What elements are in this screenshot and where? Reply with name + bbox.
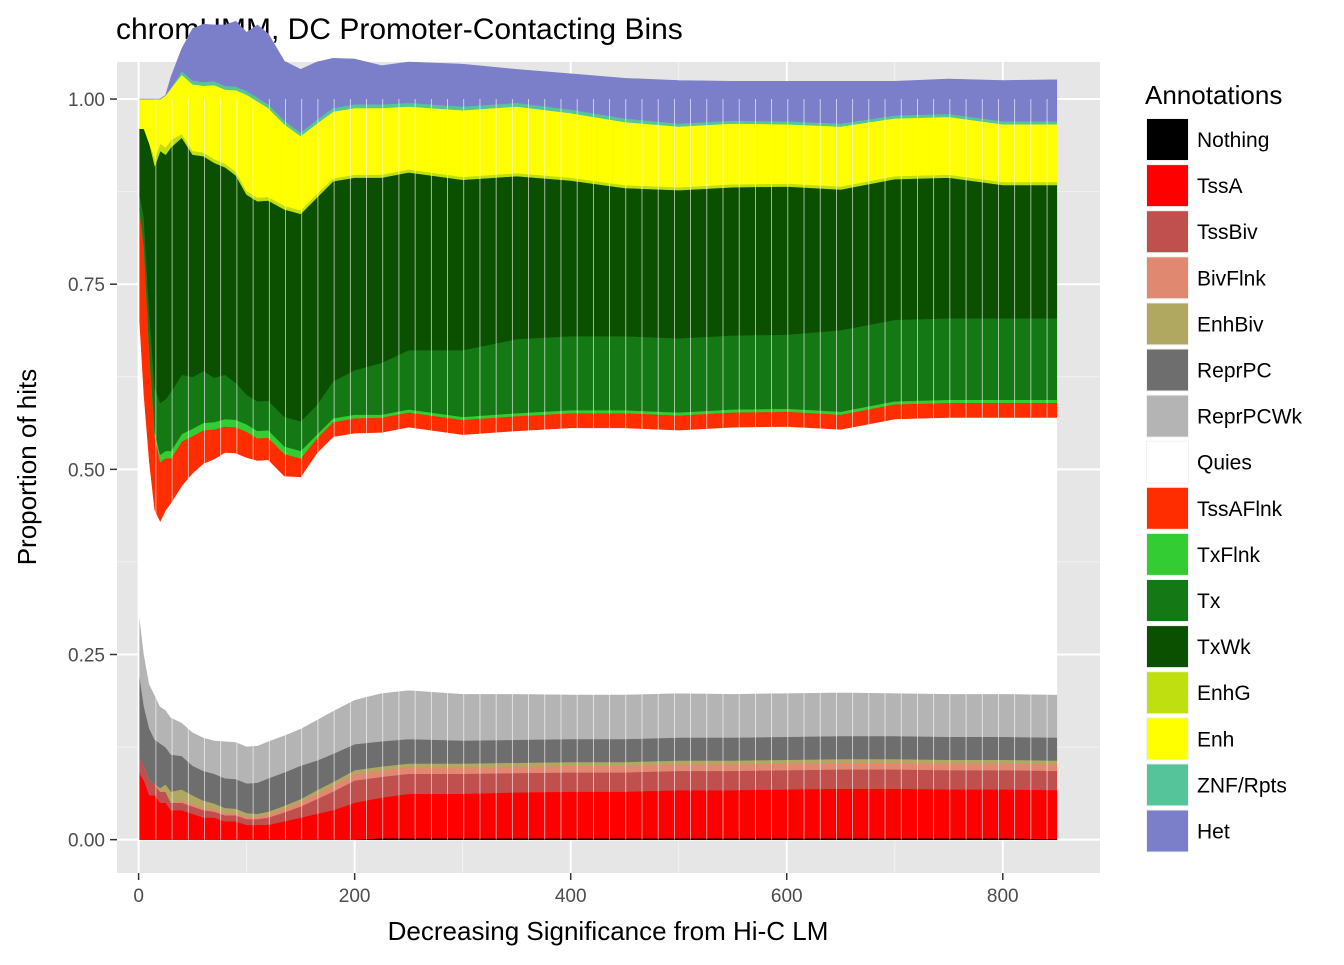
axis-layer: 0.00 0.25 0.50 0.75 1.00 0 200 400 600 800: [68, 90, 1019, 907]
legend-swatch: [1147, 303, 1188, 345]
x-axis-label: Decreasing Significance from Hi-C LM: [388, 916, 829, 946]
legend-swatch: [1147, 165, 1188, 207]
legend-swatch: [1147, 533, 1188, 575]
legend-swatch: [1147, 718, 1188, 760]
legend-label: TxFlnk: [1197, 544, 1261, 567]
bin-stripe-layer: [155, 99, 1048, 840]
legend: Annotations Nothing TssA TssBiv BivFlnk EnhB…: [1145, 80, 1303, 853]
legend-swatch: [1147, 764, 1188, 806]
x-tick-label: 400: [555, 886, 587, 907]
legend-label: TssAFlnk: [1197, 498, 1283, 521]
legend-swatch: [1147, 487, 1188, 529]
legend-swatch: [1147, 580, 1188, 621]
x-tick-label: 800: [987, 886, 1019, 907]
x-tick-label: 0: [133, 886, 144, 907]
legend-label: Het: [1197, 821, 1230, 844]
legend-swatch: [1147, 626, 1188, 668]
legend-label: Enh: [1197, 728, 1234, 751]
area-het: [139, 20, 1058, 133]
y-tick-label: 1.00: [68, 90, 105, 111]
legend-label: ZNF/Rpts: [1197, 774, 1287, 797]
legend-label: Quies: [1197, 452, 1252, 475]
legend-label: TssBiv: [1197, 221, 1258, 244]
legend-swatch: [1147, 119, 1188, 160]
legend-swatch: [1147, 441, 1188, 483]
y-tick-label: 0.00: [68, 831, 105, 852]
legend-label: TxWk: [1197, 636, 1251, 659]
legend-title: Annotations: [1145, 80, 1282, 110]
legend-label: TssA: [1197, 175, 1243, 198]
x-tick-label: 600: [771, 886, 803, 907]
area-layer: [139, 20, 1058, 840]
legend-label: Tx: [1197, 590, 1221, 613]
legend-swatch: [1147, 395, 1188, 437]
legend-swatch: [1147, 257, 1188, 299]
legend-label: Nothing: [1197, 129, 1269, 152]
legend-label: EnhBiv: [1197, 313, 1264, 336]
legend-label: BivFlnk: [1197, 267, 1266, 290]
legend-swatch: [1147, 672, 1188, 714]
legend-swatch: [1147, 349, 1188, 391]
legend-swatch: [1147, 810, 1188, 852]
y-axis-label: Proportion of hits: [12, 369, 42, 566]
y-tick-label: 0.25: [68, 646, 105, 667]
y-tick-label: 0.50: [68, 460, 105, 481]
legend-swatch: [1147, 211, 1188, 253]
legend-label: ReprPCWk: [1197, 406, 1303, 429]
y-tick-label: 0.75: [68, 275, 105, 296]
legend-label: ReprPC: [1197, 360, 1272, 383]
x-tick-label: 200: [339, 886, 371, 907]
legend-label: EnhG: [1197, 682, 1251, 705]
